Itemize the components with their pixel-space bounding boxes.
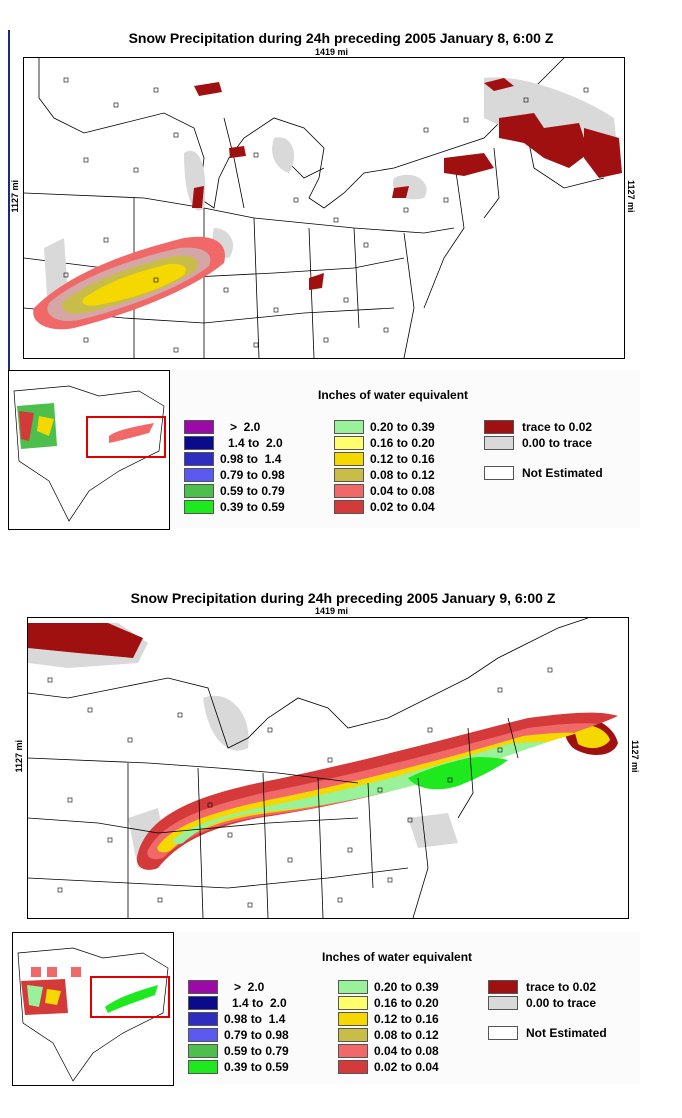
swatch-0.02-0.04 <box>338 1060 368 1074</box>
swatch-0.04-0.08 <box>334 484 364 498</box>
swatch-0-trace <box>488 996 518 1010</box>
label-1.4-2: 1.4 to 2.0 <box>232 996 287 1010</box>
label-0.08-0.12: 0.08 to 0.12 <box>374 1028 439 1042</box>
right-distance: 1127 mi <box>626 180 636 213</box>
swatch-0.79-0.98 <box>188 1028 218 1042</box>
label-0.39-0.59: 0.39 to 0.59 <box>224 1060 289 1074</box>
swatch-0.79-0.98 <box>184 468 214 482</box>
label-0.79-0.98: 0.79 to 0.98 <box>220 468 285 482</box>
label-0.08-0.12: 0.08 to 0.12 <box>370 468 435 482</box>
label-gt2: > 2.0 <box>230 420 261 434</box>
map-canvas <box>28 618 619 918</box>
boundaries <box>28 618 589 918</box>
label-0.16-0.20: 0.16 to 0.20 <box>370 436 435 450</box>
label-0.59-0.79: 0.59 to 0.79 <box>224 1044 289 1058</box>
swatch-not-estimated <box>488 1026 518 1040</box>
swatch-0.59-0.79 <box>188 1044 218 1058</box>
swatch-0.98-1.4 <box>188 1012 218 1026</box>
swatch-1.4-2 <box>184 436 214 450</box>
swatch-0.39-0.59 <box>188 1060 218 1074</box>
swatch-not-estimated <box>484 466 514 480</box>
left-distance: 1127 mi <box>14 740 24 773</box>
label-1.4-2: 1.4 to 2.0 <box>228 436 283 450</box>
label-0.02-0.04: 0.02 to 0.04 <box>374 1060 439 1074</box>
swatch-0.20-0.39 <box>334 420 364 434</box>
map-canvas <box>24 58 622 358</box>
locator-inset <box>8 370 170 530</box>
locator-inset <box>12 932 174 1086</box>
trace-areas <box>28 623 458 868</box>
snow-map <box>23 57 625 359</box>
swatch-0.98-1.4 <box>184 452 214 466</box>
legend-title: Inches of water equivalent <box>318 388 469 402</box>
label-0.59-0.79: 0.59 to 0.79 <box>220 484 285 498</box>
inset-red-box <box>86 416 166 458</box>
label-0.79-0.98: 0.79 to 0.98 <box>224 1028 289 1042</box>
swatch-0.16-0.20 <box>334 436 364 450</box>
left-distance: 1127 mi <box>10 180 20 213</box>
label-0.39-0.59: 0.39 to 0.59 <box>220 500 285 514</box>
panel-jan8: Snow Precipitation during 24h preceding … <box>0 0 682 540</box>
map-title: Snow Precipitation during 24h preceding … <box>128 30 554 46</box>
inset-canvas <box>17 947 170 1082</box>
legend: Inches of water equivalent > 2.0 1.4 to … <box>174 932 640 1084</box>
swatch-0.12-0.16 <box>338 1012 368 1026</box>
swatch-0.02-0.04 <box>334 500 364 514</box>
label-0.16-0.20: 0.16 to 0.20 <box>374 996 439 1010</box>
swatch-0.16-0.20 <box>338 996 368 1010</box>
swatch-trace-0.02 <box>484 420 514 434</box>
swatch-1.4-2 <box>188 996 218 1010</box>
band-039 <box>408 757 508 790</box>
top-distance: 1419 mi <box>315 47 349 57</box>
swatch-0.08-0.12 <box>338 1028 368 1042</box>
stations <box>63 77 589 353</box>
label-gt2: > 2.0 <box>234 980 265 994</box>
snow-map <box>27 617 629 919</box>
swatch-0-trace <box>484 436 514 450</box>
top-distance: 1419 mi <box>315 606 349 616</box>
label-0-trace: 0.00 to trace <box>526 996 597 1010</box>
sidebar-line <box>8 30 10 528</box>
swatch-gt2 <box>188 980 218 994</box>
swatch-0.04-0.08 <box>338 1044 368 1058</box>
label-trace-0.02: trace to 0.02 <box>526 980 597 994</box>
swatch-0.12-0.16 <box>334 452 364 466</box>
inset-red-box <box>90 976 170 1018</box>
band-012 <box>82 263 186 306</box>
label-0.12-0.16: 0.12 to 0.16 <box>370 452 435 466</box>
legend: Inches of water equivalent > 2.0 1.4 to … <box>170 370 640 528</box>
label-0.04-0.08: 0.04 to 0.08 <box>370 484 435 498</box>
stations <box>47 667 553 908</box>
label-0.04-0.08: 0.04 to 0.08 <box>374 1044 439 1058</box>
swatch-gt2 <box>184 420 214 434</box>
label-0.20-0.39: 0.20 to 0.39 <box>370 420 435 434</box>
swatch-0.20-0.39 <box>338 980 368 994</box>
label-trace-0.02: trace to 0.02 <box>522 420 593 434</box>
inset-canvas <box>13 385 166 522</box>
label-0.02-0.04: 0.02 to 0.04 <box>370 500 435 514</box>
pei-band <box>573 724 610 749</box>
label-not-estimated: Not Estimated <box>522 466 603 480</box>
legend-title: Inches of water equivalent <box>322 950 473 964</box>
swatch-0.59-0.79 <box>184 484 214 498</box>
trace002-areas <box>192 78 622 290</box>
swatch-0.08-0.12 <box>334 468 364 482</box>
label-0.12-0.16: 0.12 to 0.16 <box>374 1012 439 1026</box>
label-not-estimated: Not Estimated <box>526 1026 607 1040</box>
map-title: Snow Precipitation during 24h preceding … <box>130 590 556 606</box>
panel-jan9: Snow Precipitation during 24h preceding … <box>0 585 682 1105</box>
label-0-trace: 0.00 to trace <box>522 436 593 450</box>
right-distance: 1127 mi <box>630 740 640 773</box>
label-0.98-1.4: 0.98 to 1.4 <box>220 452 282 466</box>
label-0.98-1.4: 0.98 to 1.4 <box>224 1012 286 1026</box>
label-0.20-0.39: 0.20 to 0.39 <box>374 980 439 994</box>
swatch-0.39-0.59 <box>184 500 214 514</box>
swatch-trace-0.02 <box>488 980 518 994</box>
